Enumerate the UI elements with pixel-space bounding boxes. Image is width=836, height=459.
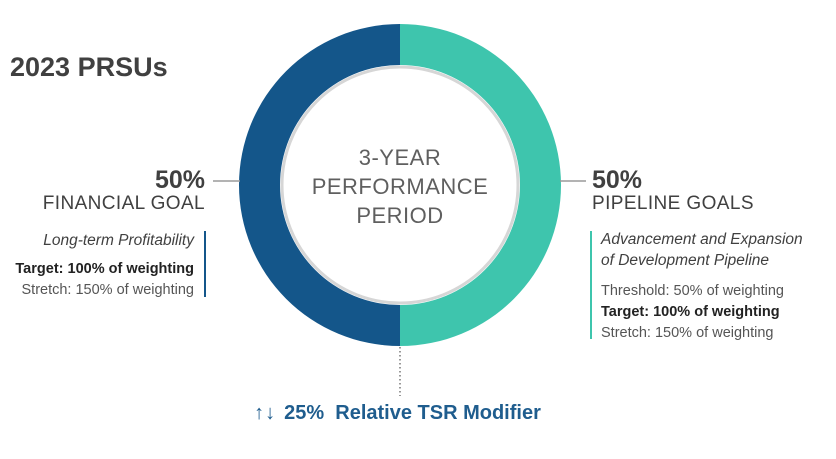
donut-slice-financial-goal bbox=[239, 24, 400, 346]
inner-ring bbox=[280, 65, 520, 305]
financial-target: Target: 100% of weighting bbox=[15, 261, 194, 277]
financial-percent: 50% bbox=[154, 166, 205, 194]
pipeline-description-line-1: Advancement and Expansion bbox=[601, 231, 803, 248]
financial-goal-name: FINANCIAL GOAL bbox=[42, 193, 205, 214]
pipeline-details: Advancement and Expansion of Development… bbox=[601, 229, 803, 344]
pipeline-percent: 50% bbox=[592, 166, 643, 194]
up-down-arrows-icon: ↑↓ bbox=[254, 402, 277, 424]
financial-stretch: Stretch: 150% of weighting bbox=[21, 282, 195, 298]
pipeline-description-line-2: of Development Pipeline bbox=[601, 252, 770, 269]
financial-description: Long-term Profitability bbox=[43, 232, 194, 249]
center-label-line-2: PERFORMANCE bbox=[311, 174, 489, 199]
pipeline-goal-name: PIPELINE GOALS bbox=[592, 193, 754, 214]
center-label-line-3: PERIOD bbox=[356, 203, 444, 228]
financial-details: Long-term Profitability Target: 100% of … bbox=[15, 230, 194, 301]
pipeline-threshold: Threshold: 50% of weighting bbox=[601, 283, 784, 299]
donut-slice-pipeline-goals bbox=[400, 24, 561, 346]
pipeline-target: Target: 100% of weighting bbox=[601, 304, 780, 320]
tsr-modifier-label: 25% Relative TSR Modifier bbox=[284, 402, 541, 424]
tsr-modifier: ↑↓ 25% Relative TSR Modifier bbox=[0, 402, 795, 425]
chart-title: 2023 PRSUs bbox=[10, 52, 168, 82]
financial-accent-bar bbox=[204, 231, 206, 297]
pipeline-stretch: Stretch: 150% of weighting bbox=[601, 325, 774, 341]
center-label-line-1: 3-YEAR bbox=[358, 145, 442, 170]
pipeline-accent-bar bbox=[590, 231, 592, 339]
donut-slices bbox=[239, 24, 561, 346]
